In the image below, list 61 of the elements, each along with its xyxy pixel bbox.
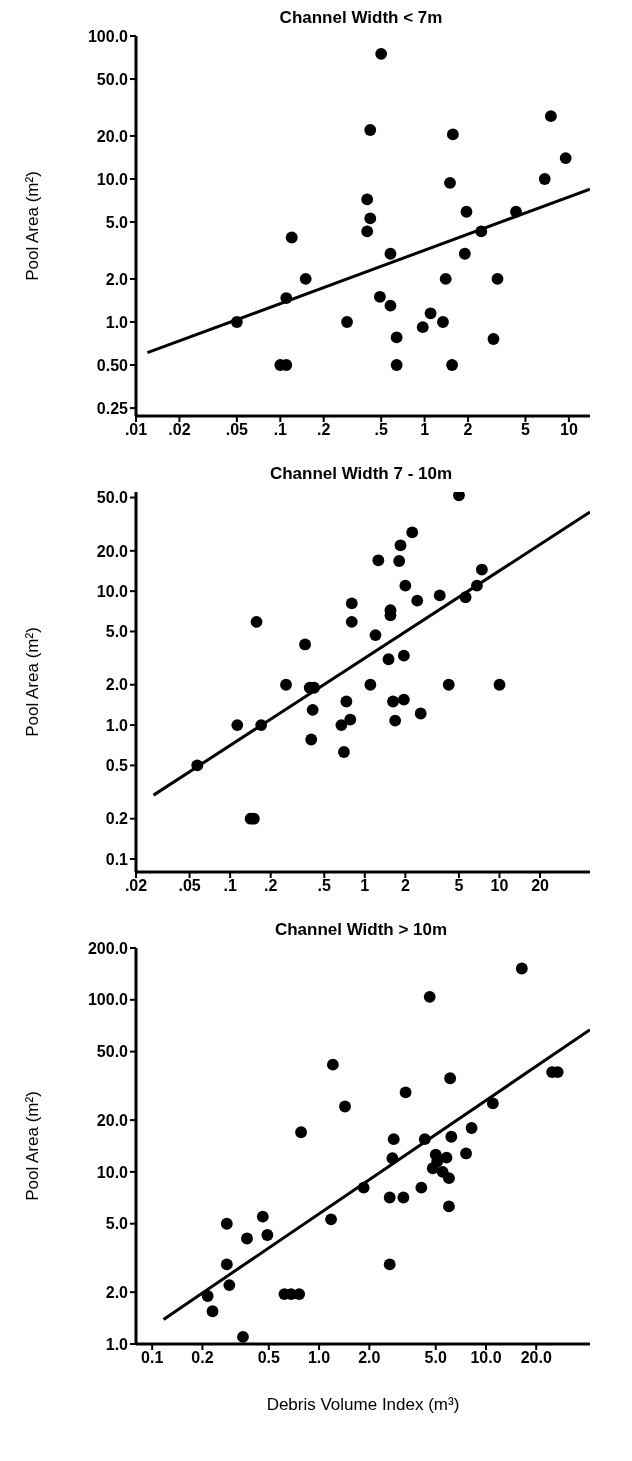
chart-title: Channel Width < 7m (278, 8, 444, 28)
y-tick-label: 1.0 (105, 313, 129, 331)
y-tick-label: 2.0 (105, 676, 129, 694)
x-tick-label: .05 (178, 877, 201, 895)
y-tick-label: 20.0 (96, 127, 129, 145)
y-tick-label: 20.0 (96, 1111, 129, 1129)
y-tick-label: 10.0 (96, 1163, 129, 1181)
x-tick-label: .1 (223, 877, 237, 895)
y-tick-label: 5.0 (105, 1215, 129, 1233)
y-tick-label: 2.0 (105, 270, 129, 288)
y-tick-label: 200.0 (87, 939, 129, 957)
y-tick-label: 5.0 (105, 213, 129, 231)
x-tick-label: .05 (225, 421, 249, 439)
x-tick-label: 0.1 (141, 1349, 164, 1367)
y-tick-label: 100.0 (87, 991, 129, 1009)
y-tick-label: 2.0 (105, 1283, 129, 1301)
y-tick-label: 0.50 (96, 356, 129, 374)
x-tick-label: .1 (273, 421, 288, 439)
x-axis-title: Debris Volume Index (m³) (266, 1395, 460, 1414)
y-axis-title: Pool Area (m²) (23, 1091, 43, 1201)
x-tick-label: .02 (168, 421, 191, 439)
x-tick-label: 2.0 (358, 1349, 381, 1367)
x-tick-label: 5 (454, 877, 464, 895)
x-tick-label: 0.2 (191, 1349, 214, 1367)
x-tick-label: 10.0 (470, 1349, 502, 1367)
y-tick-label: 0.25 (96, 399, 129, 417)
y-tick-label: 50.0 (96, 489, 129, 507)
x-tick-label: 1 (360, 877, 370, 895)
y-tick-label: 50.0 (96, 1043, 129, 1061)
y-tick-label: 50.0 (96, 70, 129, 88)
x-tick-label: .2 (264, 877, 278, 895)
x-tick-label: 1.0 (307, 1349, 331, 1367)
y-tick-label: 100.0 (87, 27, 129, 45)
chart-title: Channel Width > 10m (273, 920, 449, 940)
y-tick-label: 1.0 (105, 1335, 129, 1353)
y-tick-label: 10.0 (96, 582, 129, 600)
x-tick-label: 0.5 (257, 1349, 281, 1367)
x-tick-label: 10 (490, 877, 509, 895)
x-tick-label: 2 (400, 877, 410, 895)
x-tick-label: .5 (317, 877, 332, 895)
x-tick-label: 20 (531, 877, 550, 895)
x-tick-label: 5 (521, 421, 531, 439)
y-tick-label: 0.5 (105, 757, 129, 775)
x-tick-label: 1 (420, 421, 430, 439)
y-axis-title: Pool Area (m²) (23, 171, 43, 281)
x-tick-label: 10 (560, 421, 578, 439)
x-tick-label: .2 (317, 421, 331, 439)
x-tick-label: 20.0 (520, 1349, 552, 1367)
x-tick-label: .5 (374, 421, 388, 439)
x-tick-label: 5.0 (424, 1349, 447, 1367)
y-tick-label: 0.1 (105, 850, 129, 868)
y-tick-label: 0.2 (105, 810, 129, 828)
x-tick-label: .01 (124, 421, 148, 439)
y-axis-title: Pool Area (m²) (23, 627, 43, 737)
x-tick-label: 2 (463, 421, 473, 439)
y-tick-label: 10.0 (96, 170, 129, 188)
y-tick-label: 5.0 (105, 623, 129, 641)
y-tick-label: 1.0 (105, 716, 129, 734)
chart-title: Channel Width 7 - 10m (268, 464, 454, 484)
y-tick-label: 20.0 (96, 542, 129, 560)
x-tick-label: .02 (124, 877, 148, 895)
